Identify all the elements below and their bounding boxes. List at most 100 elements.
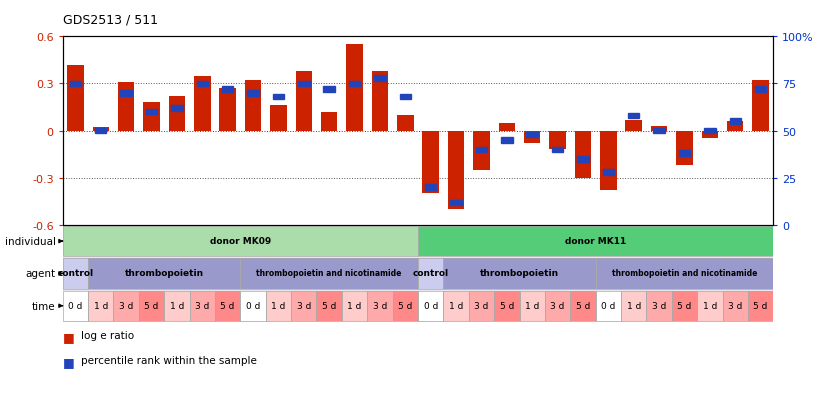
Text: 5 d: 5 d bbox=[500, 301, 514, 310]
Bar bbox=[375, 76, 385, 81]
Bar bbox=[545, 291, 570, 321]
Bar bbox=[296, 72, 312, 131]
Bar bbox=[730, 119, 741, 125]
Bar bbox=[120, 91, 132, 96]
Bar bbox=[443, 291, 469, 321]
Bar bbox=[469, 291, 494, 321]
Bar bbox=[63, 291, 88, 321]
Bar bbox=[240, 291, 266, 321]
Text: 3 d: 3 d bbox=[728, 301, 742, 310]
Bar bbox=[672, 291, 697, 321]
Text: 1 d: 1 d bbox=[348, 301, 362, 310]
Bar bbox=[400, 95, 411, 100]
Bar bbox=[697, 291, 722, 321]
Text: 1 d: 1 d bbox=[271, 301, 286, 310]
Text: GDS2513 / 511: GDS2513 / 511 bbox=[63, 14, 158, 27]
Bar bbox=[549, 131, 566, 150]
Bar bbox=[342, 291, 367, 321]
Text: 5 d: 5 d bbox=[398, 301, 412, 310]
Bar bbox=[393, 291, 418, 321]
Bar bbox=[240, 259, 418, 289]
Bar bbox=[215, 291, 241, 321]
Bar bbox=[219, 89, 236, 131]
Bar bbox=[164, 291, 190, 321]
Bar bbox=[393, 291, 418, 321]
Bar bbox=[494, 291, 519, 321]
Bar bbox=[88, 259, 240, 289]
Bar bbox=[422, 131, 439, 194]
Bar bbox=[190, 291, 215, 321]
Bar bbox=[443, 259, 595, 289]
Bar bbox=[621, 291, 646, 321]
Bar bbox=[545, 291, 570, 321]
Text: 5 d: 5 d bbox=[677, 301, 691, 310]
Bar bbox=[628, 114, 640, 119]
Bar bbox=[603, 170, 614, 176]
Text: 3 d: 3 d bbox=[297, 301, 311, 310]
Bar bbox=[222, 87, 233, 93]
Bar bbox=[722, 291, 748, 321]
Bar bbox=[273, 95, 284, 100]
Text: thrombopoietin: thrombopoietin bbox=[480, 268, 559, 278]
Bar bbox=[704, 128, 716, 134]
Text: 1 d: 1 d bbox=[626, 301, 641, 310]
Text: agent: agent bbox=[25, 269, 55, 279]
Bar bbox=[570, 291, 595, 321]
Text: 0 d: 0 d bbox=[246, 301, 260, 310]
Text: ■: ■ bbox=[63, 355, 79, 368]
Bar bbox=[600, 131, 617, 191]
Bar bbox=[317, 291, 342, 321]
Bar bbox=[143, 103, 160, 131]
Text: thrombopoietin: thrombopoietin bbox=[125, 268, 204, 278]
Bar bbox=[69, 81, 81, 87]
Bar bbox=[519, 291, 545, 321]
Text: control: control bbox=[58, 268, 94, 278]
Bar bbox=[469, 291, 494, 321]
Bar bbox=[169, 97, 185, 131]
Bar bbox=[418, 259, 443, 289]
Bar bbox=[577, 157, 589, 162]
Text: 1 d: 1 d bbox=[94, 301, 108, 310]
Bar bbox=[676, 131, 693, 166]
Bar bbox=[574, 131, 591, 178]
Text: donor MK09: donor MK09 bbox=[210, 236, 271, 245]
Bar bbox=[317, 291, 342, 321]
Bar bbox=[247, 91, 259, 96]
Bar bbox=[291, 291, 317, 321]
Bar bbox=[372, 72, 388, 131]
Bar bbox=[88, 291, 114, 321]
Text: log e ratio: log e ratio bbox=[81, 330, 135, 340]
Bar bbox=[476, 147, 487, 153]
Bar bbox=[298, 81, 309, 87]
Bar bbox=[595, 259, 773, 289]
Bar bbox=[595, 259, 773, 289]
Text: 5 d: 5 d bbox=[145, 301, 159, 310]
Text: 5 d: 5 d bbox=[753, 301, 767, 310]
Text: 0 d: 0 d bbox=[601, 301, 615, 310]
Bar bbox=[67, 65, 84, 131]
Bar bbox=[63, 259, 88, 289]
Bar bbox=[114, 291, 139, 321]
Bar bbox=[88, 291, 114, 321]
Bar bbox=[342, 291, 367, 321]
Bar bbox=[621, 291, 646, 321]
Bar bbox=[646, 291, 672, 321]
Bar bbox=[448, 131, 464, 210]
Bar bbox=[418, 226, 773, 256]
Bar bbox=[595, 291, 621, 321]
Bar bbox=[524, 131, 540, 144]
Bar bbox=[595, 291, 621, 321]
Text: 5 d: 5 d bbox=[322, 301, 336, 310]
Text: ■: ■ bbox=[63, 330, 79, 343]
Text: 0 d: 0 d bbox=[69, 301, 83, 310]
Text: 1 d: 1 d bbox=[703, 301, 717, 310]
Bar bbox=[171, 106, 182, 112]
Bar bbox=[748, 291, 773, 321]
Bar bbox=[701, 131, 718, 139]
Text: donor MK11: donor MK11 bbox=[565, 236, 626, 245]
Bar bbox=[748, 291, 773, 321]
Bar bbox=[654, 128, 665, 134]
Bar bbox=[139, 291, 164, 321]
Text: individual: individual bbox=[4, 237, 55, 247]
Text: 3 d: 3 d bbox=[373, 301, 387, 310]
